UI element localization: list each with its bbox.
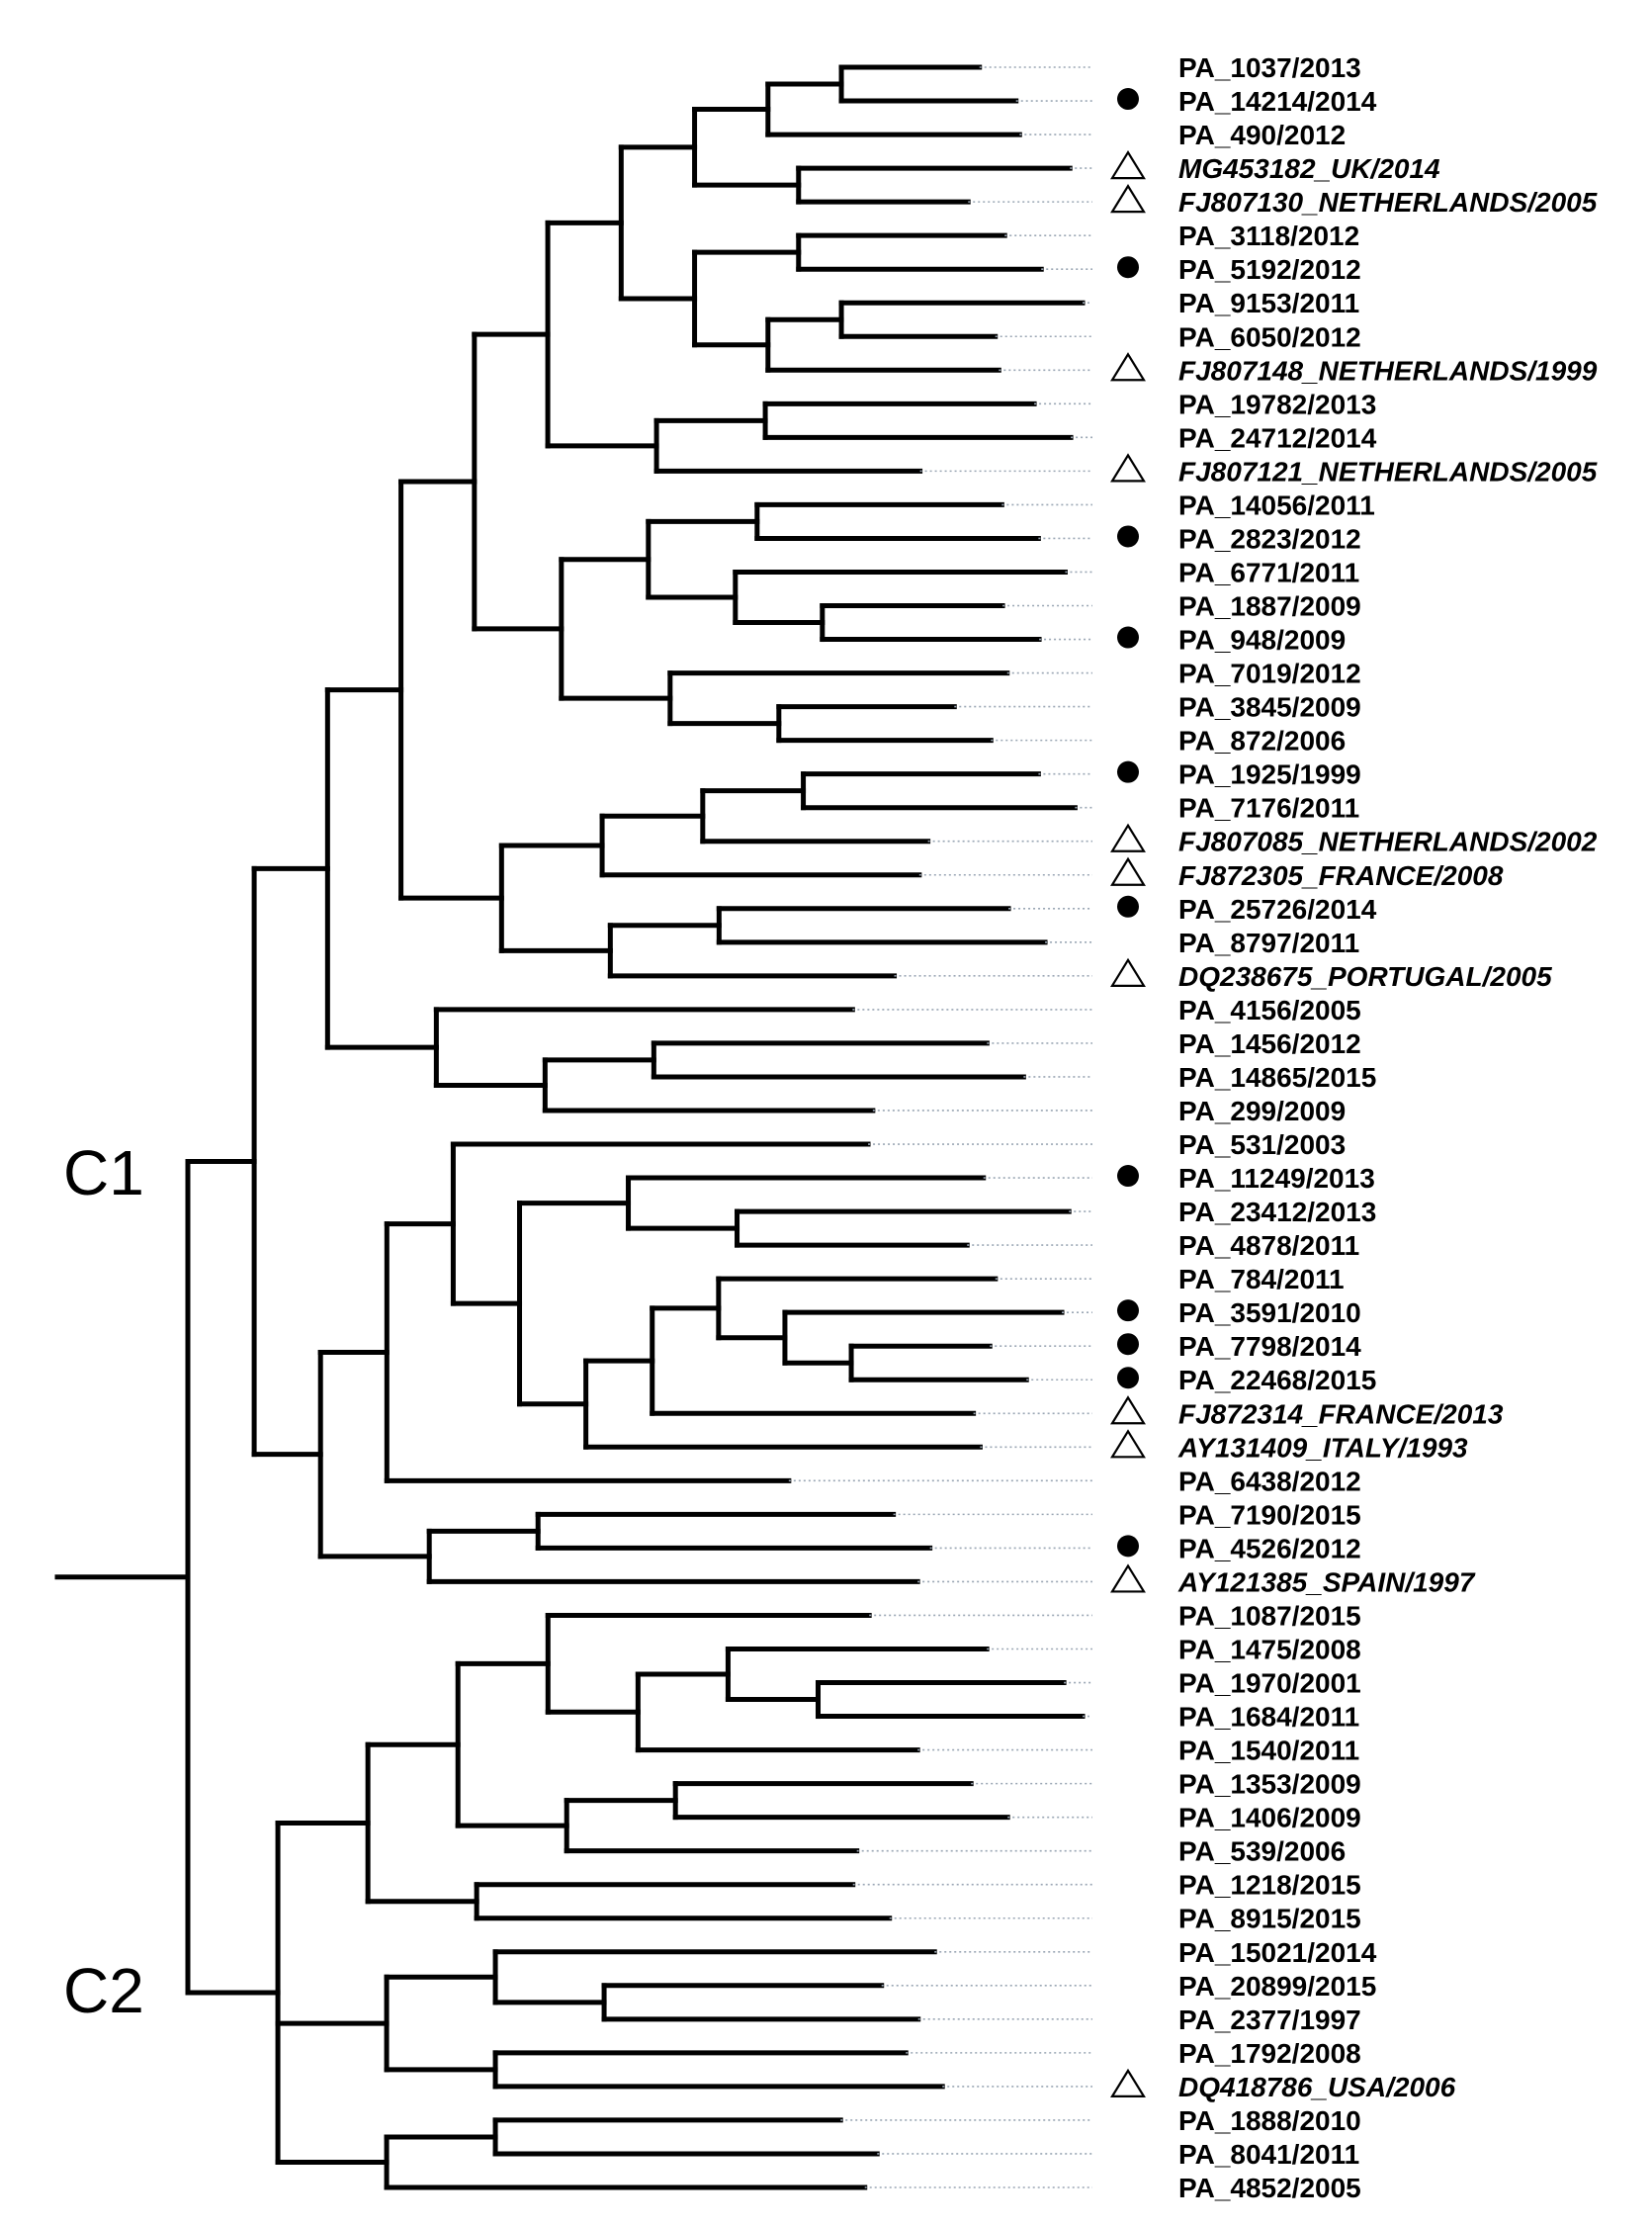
filled-circle-marker <box>1117 895 1139 918</box>
leaf-label: PA_3591/2010 <box>1178 1297 1361 1328</box>
leaf-label: AY121385_SPAIN/1997 <box>1177 1566 1476 1597</box>
leaf-label: PA_1792/2008 <box>1178 2038 1361 2069</box>
leaf-label: PA_5192/2012 <box>1178 254 1361 285</box>
leaf-label: PA_1456/2012 <box>1178 1028 1361 1059</box>
filled-circle-marker <box>1117 1333 1139 1356</box>
leaf-label: PA_2823/2012 <box>1178 523 1361 554</box>
leaf-label: PA_1540/2011 <box>1178 1736 1359 1766</box>
leaf-labels: PA_1037/2013PA_14214/2014PA_490/2012MG45… <box>1177 52 1598 2203</box>
leaf-label: PA_1218/2015 <box>1178 1870 1361 1901</box>
leaf-label: PA_490/2012 <box>1178 120 1346 150</box>
clade-label-c2: C2 <box>63 1955 144 2026</box>
open-triangle-marker <box>1110 1429 1146 1459</box>
leaf-label: FJ872305_FRANCE/2008 <box>1178 860 1504 891</box>
leaf-label: PA_2377/1997 <box>1178 2004 1361 2035</box>
leaf-label: FJ807130_NETHERLANDS/2005 <box>1178 187 1598 218</box>
leaf-label: PA_1887/2009 <box>1178 591 1361 622</box>
leaf-label: PA_14056/2011 <box>1178 490 1375 520</box>
leaf-label: DQ418786_USA/2006 <box>1178 2072 1456 2102</box>
leaf-label: PA_7190/2015 <box>1178 1499 1361 1530</box>
leaf-label: PA_19782/2013 <box>1178 389 1376 419</box>
leaf-label: PA_6438/2012 <box>1178 1466 1361 1496</box>
leaf-label: PA_6771/2011 <box>1178 557 1359 587</box>
leaf-label: PA_25726/2014 <box>1178 894 1377 925</box>
filled-circle-marker <box>1117 626 1139 649</box>
leaf-label: PA_20899/2015 <box>1178 1971 1376 2002</box>
leaf-label: PA_1970/2001 <box>1178 1668 1361 1699</box>
leaf-label: PA_24712/2014 <box>1178 422 1377 453</box>
filled-circle-marker <box>1117 88 1139 111</box>
leaf-label: PA_1353/2009 <box>1178 1769 1361 1800</box>
open-triangle-marker <box>1110 2068 1146 2098</box>
leaf-label: PA_1684/2011 <box>1178 1702 1359 1733</box>
leaf-label: PA_948/2009 <box>1178 625 1346 656</box>
leaf-label: PA_4852/2005 <box>1178 2173 1361 2203</box>
leaf-label: AY131409_ITALY/1993 <box>1177 1432 1468 1463</box>
leaf-label: FJ872314_FRANCE/2013 <box>1178 1398 1504 1429</box>
leaf-label: PA_1475/2008 <box>1178 1634 1361 1664</box>
leaf-label: PA_7798/2014 <box>1178 1331 1361 1362</box>
leaf-label: PA_11249/2013 <box>1178 1163 1375 1194</box>
leaf-label: MG453182_UK/2014 <box>1178 153 1440 184</box>
leaf-label: PA_1037/2013 <box>1178 52 1361 83</box>
filled-circle-marker <box>1117 1535 1139 1558</box>
open-triangle-marker <box>1110 184 1146 214</box>
leaf-label: PA_784/2011 <box>1178 1264 1345 1294</box>
open-triangle-marker <box>1110 823 1146 852</box>
filled-circle-marker <box>1117 525 1139 548</box>
leaf-label: PA_872/2006 <box>1178 726 1346 757</box>
leaf-label: PA_22468/2015 <box>1178 1365 1376 1395</box>
leaf-label: PA_539/2006 <box>1178 1836 1346 1867</box>
leaf-label: PA_1087/2015 <box>1178 1600 1361 1631</box>
leaf-label: PA_4156/2005 <box>1178 995 1361 1025</box>
leaf-label: PA_8915/2015 <box>1178 1904 1361 1934</box>
leaf-label: PA_23412/2013 <box>1178 1197 1376 1227</box>
leaf-label: PA_3845/2009 <box>1178 692 1361 723</box>
leaf-label: PA_14865/2015 <box>1178 1062 1376 1093</box>
filled-circle-marker <box>1117 1367 1139 1389</box>
open-triangle-marker <box>1110 149 1146 180</box>
leaf-label: PA_531/2003 <box>1178 1129 1346 1160</box>
leaf-label: PA_4526/2012 <box>1178 1533 1361 1563</box>
clade-label-c1: C1 <box>63 1137 144 1208</box>
leaf-label: FJ807148_NETHERLANDS/1999 <box>1178 355 1598 386</box>
leaf-guide-lines <box>788 66 1092 2188</box>
leaf-markers <box>1110 88 1146 2098</box>
leaf-label: DQ238675_PORTUGAL/2005 <box>1178 961 1552 992</box>
leaf-label: PA_7019/2012 <box>1178 659 1361 689</box>
filled-circle-marker <box>1117 1299 1139 1322</box>
filled-circle-marker <box>1117 256 1139 279</box>
leaf-label: PA_14214/2014 <box>1178 86 1377 117</box>
leaf-label: PA_299/2009 <box>1178 1096 1346 1126</box>
open-triangle-marker <box>1110 352 1146 382</box>
leaf-label: PA_3118/2012 <box>1178 221 1359 251</box>
leaf-label: PA_7176/2011 <box>1178 793 1359 824</box>
leaf-label: PA_8797/2011 <box>1178 928 1359 958</box>
leaf-label: PA_4878/2011 <box>1178 1230 1359 1261</box>
open-triangle-marker <box>1110 1395 1146 1425</box>
leaf-label: FJ807085_NETHERLANDS/2002 <box>1178 827 1598 857</box>
leaf-label: PA_9153/2011 <box>1178 288 1359 318</box>
leaf-label: PA_1406/2009 <box>1178 1803 1361 1833</box>
leaf-label: PA_8041/2011 <box>1178 2139 1359 2170</box>
leaf-label: PA_6050/2012 <box>1178 321 1361 352</box>
filled-circle-marker <box>1117 1165 1139 1188</box>
open-triangle-marker <box>1110 1563 1146 1593</box>
leaf-label: PA_1888/2010 <box>1178 2105 1361 2136</box>
leaf-label: FJ807121_NETHERLANDS/2005 <box>1178 456 1598 487</box>
leaf-label: PA_1925/1999 <box>1178 759 1361 790</box>
tree-branches <box>54 64 1086 2190</box>
open-triangle-marker <box>1110 957 1146 987</box>
leaf-label: PA_15021/2014 <box>1178 1937 1377 1968</box>
filled-circle-marker <box>1117 760 1139 783</box>
open-triangle-marker <box>1110 856 1146 886</box>
open-triangle-marker <box>1110 453 1146 483</box>
